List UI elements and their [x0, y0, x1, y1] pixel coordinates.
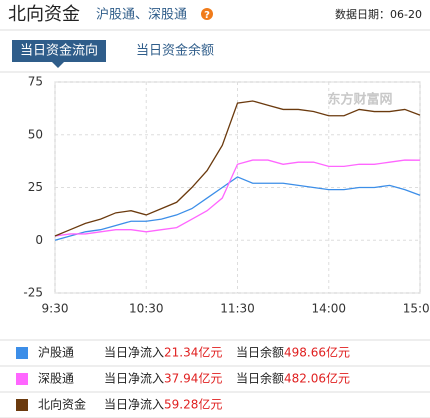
legend-swatch	[16, 399, 28, 411]
series-line	[54, 176, 421, 241]
legend-swatch	[16, 347, 28, 359]
balance-label: 当日余额	[236, 345, 284, 360]
net-label: 当日净流入	[104, 398, 164, 412]
net-value: 37.94亿元	[164, 371, 222, 386]
net-value: 21.34亿元	[164, 345, 222, 360]
y-tick-label: -25	[23, 286, 43, 300]
legend-name: 深股通	[38, 372, 74, 386]
series-line	[54, 159, 421, 237]
subtitle[interactable]: 沪股通、深股通	[96, 7, 187, 23]
balance-value: 498.66亿元	[284, 345, 350, 360]
tab[interactable]: 当日资金余额	[136, 43, 214, 59]
y-tick-label: 25	[28, 180, 43, 194]
y-tick-label: 0	[35, 233, 43, 247]
legend-swatch	[16, 373, 28, 385]
title: 北向资金	[8, 4, 80, 25]
tab[interactable]: 当日资金流向	[20, 43, 98, 59]
legend-name: 北向资金	[38, 397, 86, 412]
x-tick-label: 11:30	[220, 302, 255, 316]
help-icon[interactable]	[201, 8, 213, 20]
legend-name: 沪股通	[38, 346, 74, 360]
net-label: 当日净流入	[104, 346, 164, 360]
active-tab[interactable]	[12, 40, 106, 62]
net-value: 59.28亿元	[164, 397, 222, 412]
help-text[interactable]: ?	[204, 10, 210, 21]
tab-pointer	[52, 62, 64, 68]
balance-label: 当日余额	[236, 371, 284, 386]
x-tick-label: 14:00	[311, 302, 346, 316]
x-tick-label: 9:30	[42, 302, 69, 316]
net-label: 当日净流入	[104, 372, 164, 386]
y-tick-label: 75	[28, 75, 43, 89]
x-tick-label: 10:30	[129, 302, 164, 316]
data-date: 数据日期：06-20	[335, 7, 422, 21]
series-line	[54, 100, 421, 237]
y-tick-label: 50	[28, 127, 43, 141]
x-tick-label: 15:00	[403, 302, 430, 316]
balance-value: 482.06亿元	[284, 371, 350, 386]
watermark: 东方财富网	[327, 92, 392, 108]
